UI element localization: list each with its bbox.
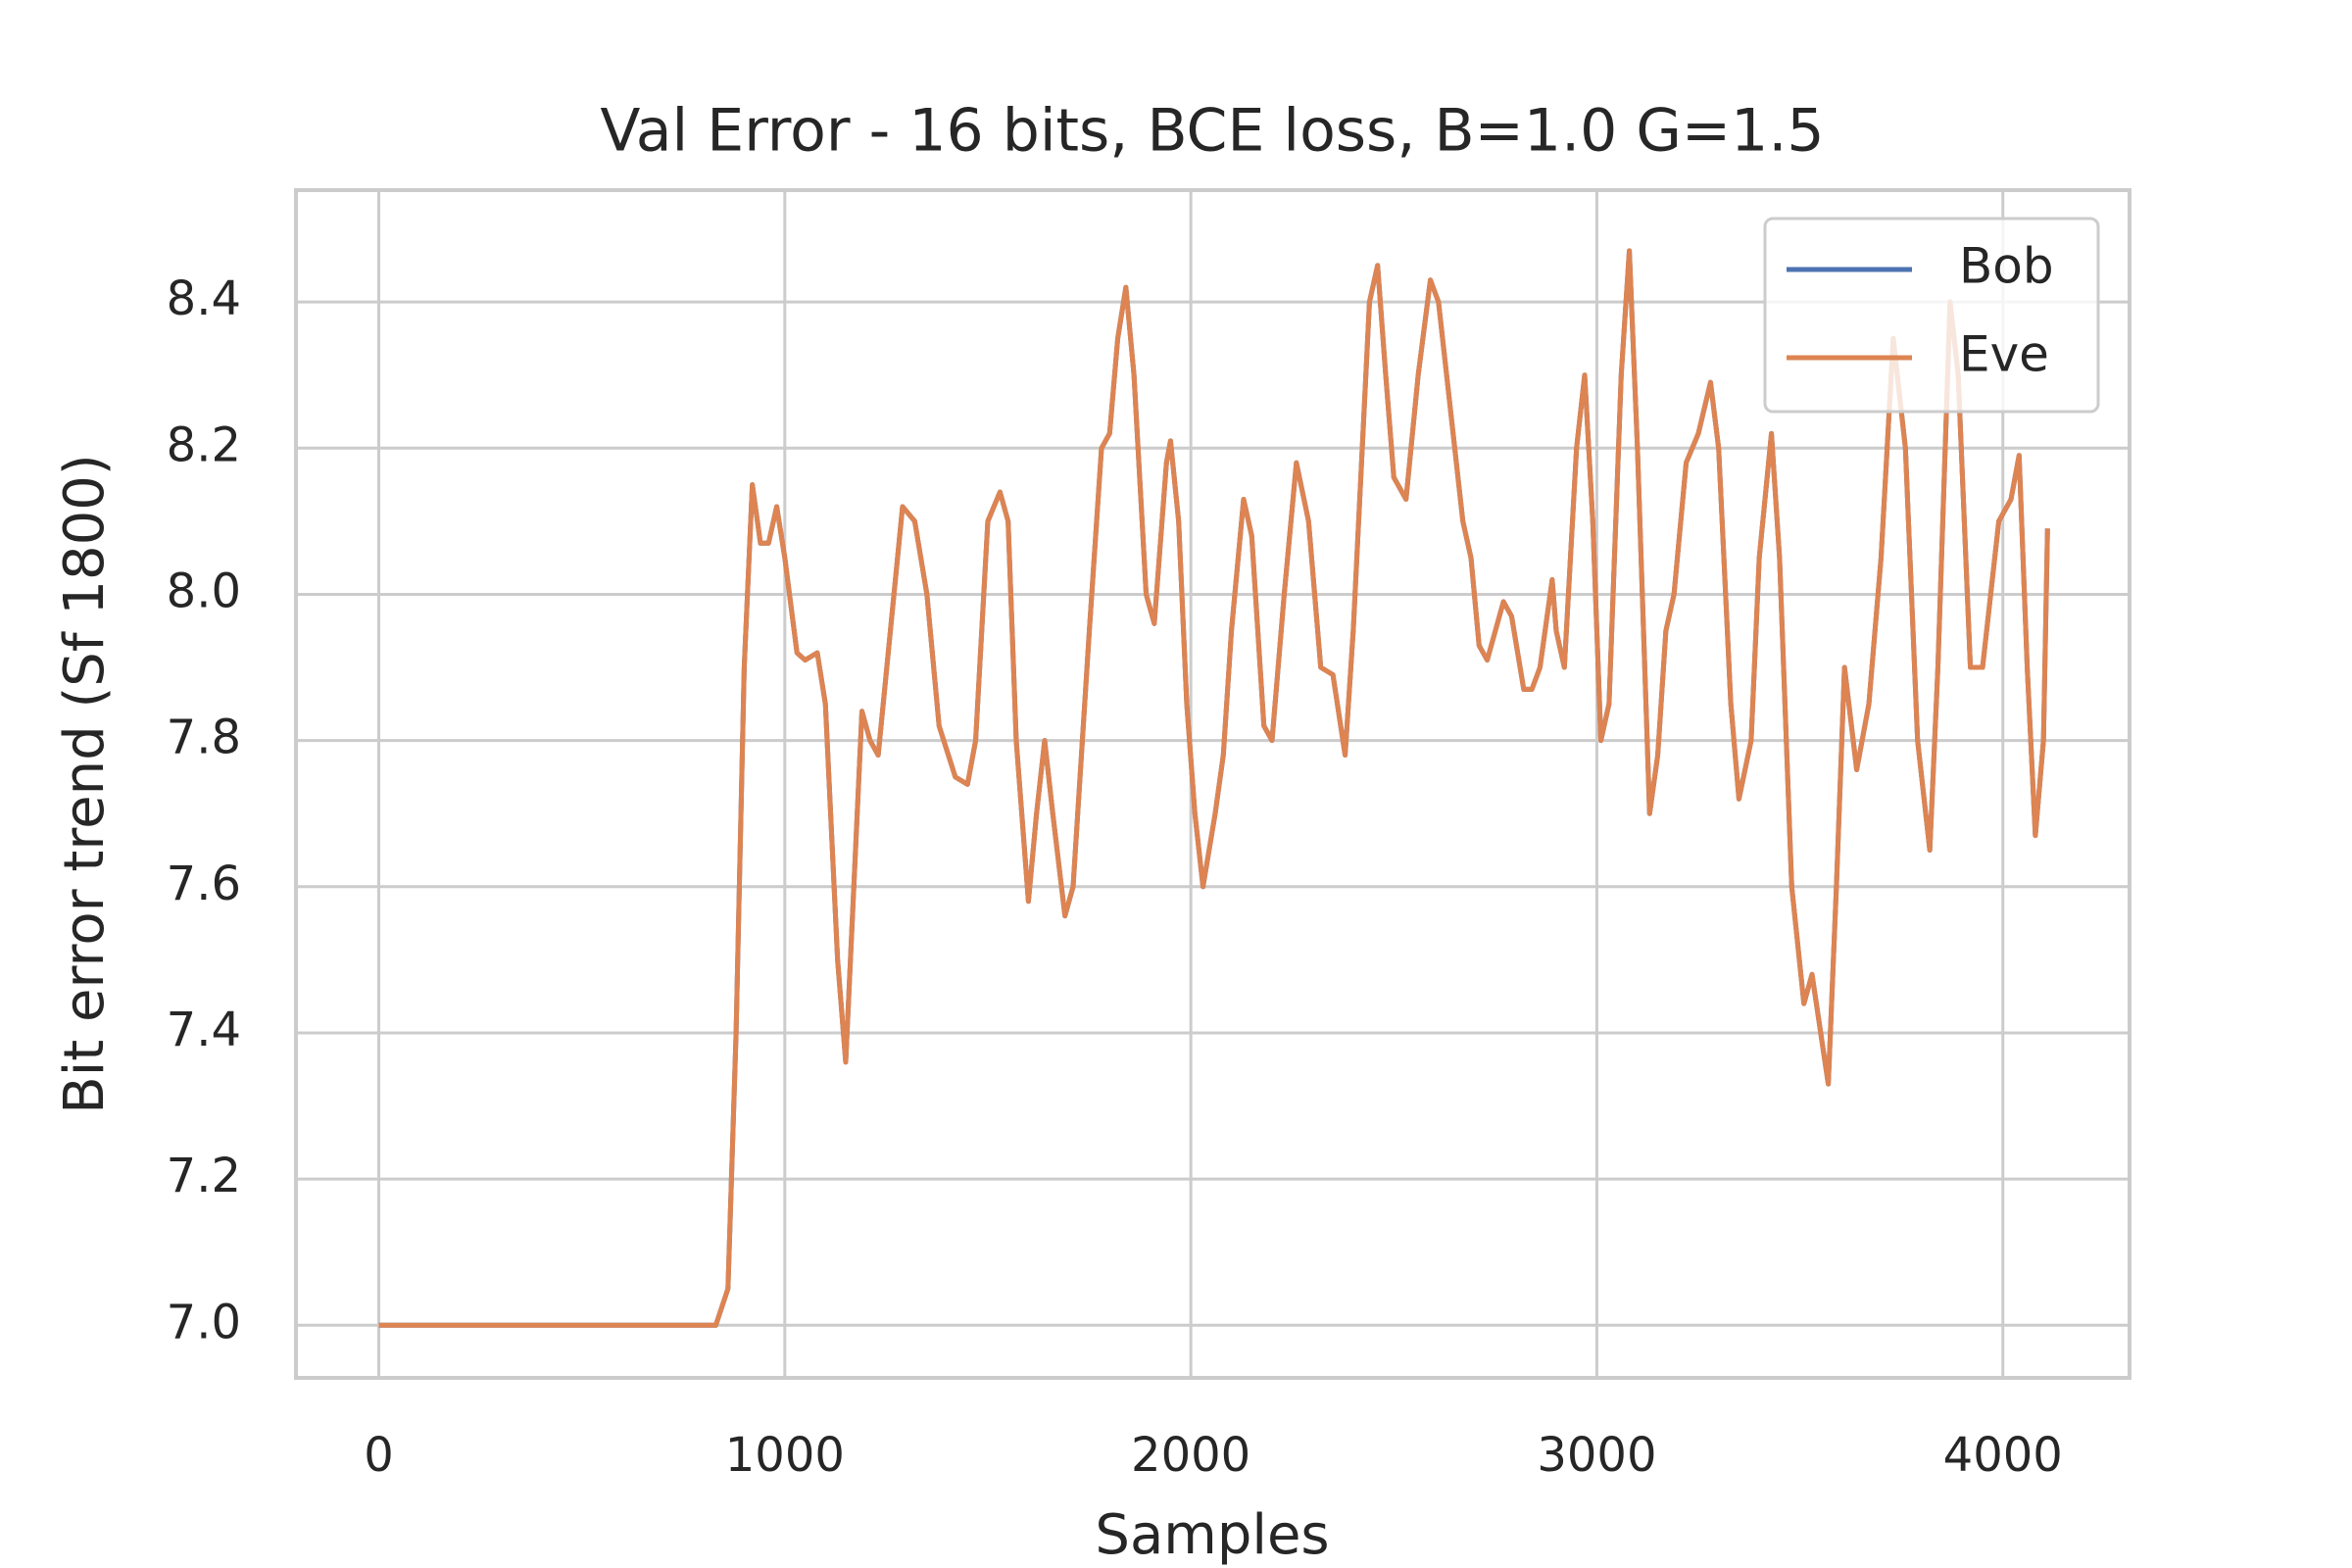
y-tick-label: 7.4 <box>167 1003 241 1057</box>
legend-label: Bob <box>1959 238 2054 295</box>
y-axis-label: Bit error trend (Sf 1800) <box>53 454 117 1113</box>
x-tick-label: 1000 <box>725 1428 845 1483</box>
y-tick-label: 8.0 <box>167 564 241 618</box>
legend-box <box>1763 217 2100 414</box>
x-axis-label: Samples <box>1095 1503 1329 1567</box>
y-tick-label: 8.2 <box>167 417 241 472</box>
y-tick-label: 7.8 <box>167 710 241 765</box>
x-tick-label: 0 <box>364 1428 394 1483</box>
y-tick-label: 7.0 <box>167 1295 241 1349</box>
data-line <box>378 248 2050 1328</box>
x-tick-label: 3000 <box>1537 1428 1656 1483</box>
plot-frame <box>294 188 2132 1380</box>
legend-label: Eve <box>1959 326 2049 383</box>
chart-title: Val Error - 16 bits, BCE loss, B=1.0 G=1… <box>600 97 1824 166</box>
y-tick-label: 8.4 <box>167 271 241 326</box>
y-tick-label: 7.2 <box>167 1149 241 1203</box>
x-tick-label: 4000 <box>1943 1428 2063 1483</box>
x-tick-label: 2000 <box>1131 1428 1250 1483</box>
y-tick-label: 7.6 <box>167 857 241 911</box>
